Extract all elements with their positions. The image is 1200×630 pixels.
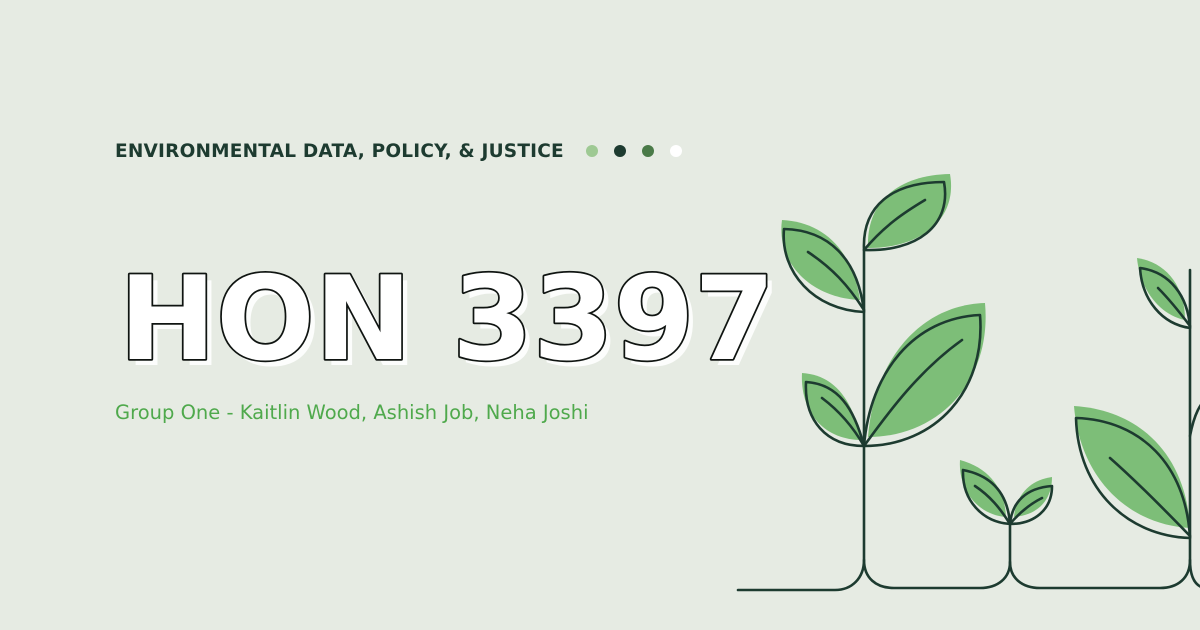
decorative-dots [585, 145, 698, 157]
leaf-vein-top-right [862, 198, 927, 252]
leaf-outline-right-top [1138, 266, 1192, 330]
plant-lines [736, 180, 1200, 592]
leaf-vein-sprout-left [973, 484, 1012, 526]
leaf-outline-sprout-left [961, 468, 1012, 526]
leaf-fill-sprout-right [1014, 477, 1052, 517]
leaf-outline-big-right [862, 313, 982, 448]
dot-white [669, 145, 682, 157]
ground-line-right [1008, 268, 1192, 590]
leaf-outline-sprout-right [1008, 484, 1054, 526]
leaf-vein-mid-left [820, 396, 866, 448]
leaf-vein-big-right [862, 338, 964, 448]
dot-light-green [585, 145, 598, 157]
leaf-fill-right-big [1074, 406, 1190, 528]
leaf-outline-top-left [782, 227, 866, 314]
title-block: HON 3397 HON 3397 [112, 250, 781, 393]
group-members-subtitle: Group One - Kaitlin Wood, Ashish Job, Ne… [115, 401, 589, 424]
dot-dark-green [613, 145, 626, 157]
ground-line-edge [1188, 558, 1200, 588]
leaf-outline-top-right [862, 180, 947, 252]
ground-line-middle [862, 518, 1012, 590]
leaf-vein-right-big [1108, 456, 1192, 538]
kicker-row: ENVIRONMENTAL DATA, POLICY, & JUSTICE [115, 138, 698, 164]
title-svg: HON 3397 HON 3397 [117, 250, 781, 393]
course-kicker: ENVIRONMENTAL DATA, POLICY, & JUSTICE [115, 140, 564, 162]
title-shadow: HON 3397 [125, 258, 781, 393]
leaf-outline-right-big [1074, 416, 1192, 540]
leaf-outline-mid-left [804, 380, 866, 448]
page-title: HON 3397 [119, 252, 775, 387]
leaf-outline-right-edge [1188, 404, 1200, 438]
leaf-vein-sprout-right [1008, 496, 1044, 526]
leaf-vein-right-top [1156, 286, 1192, 328]
dot-medium-green [641, 145, 654, 157]
leaf-vein-top-left [806, 250, 866, 312]
